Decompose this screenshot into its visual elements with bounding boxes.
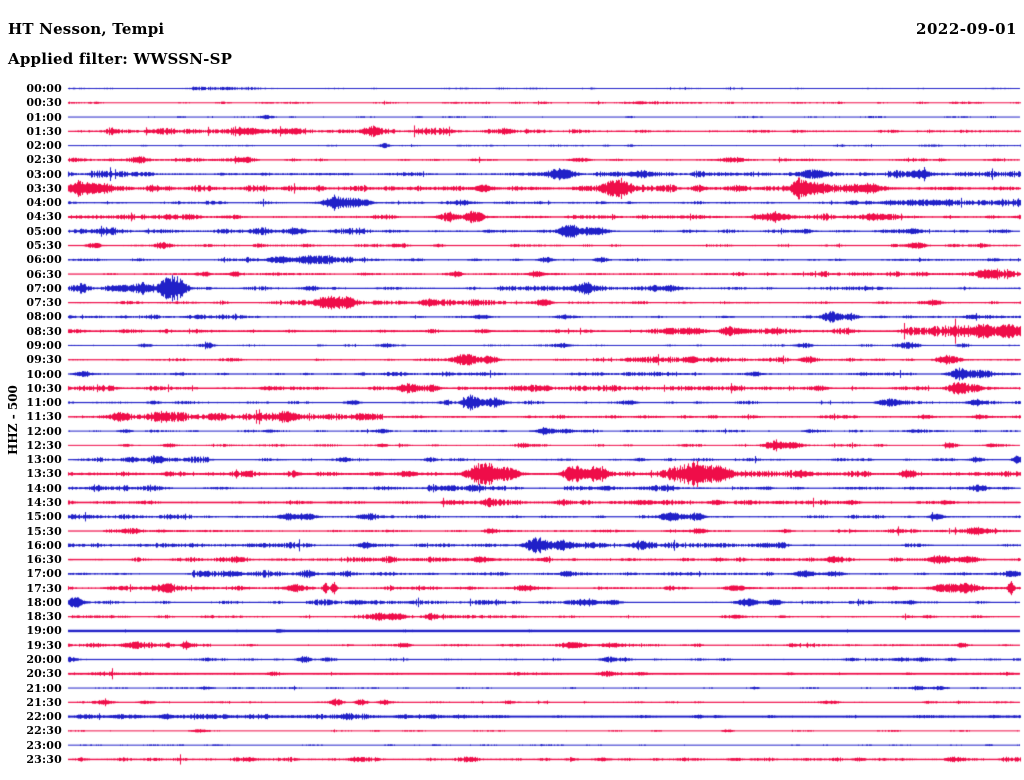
- time-label-1930: 19:30: [26, 638, 62, 652]
- time-label-0900: 09:00: [26, 338, 62, 352]
- time-label-1830: 18:30: [26, 610, 62, 624]
- time-label-2330: 23:30: [26, 752, 62, 766]
- time-label-1130: 11:30: [26, 410, 62, 424]
- time-label-0030: 00:30: [26, 96, 62, 110]
- time-label-1030: 10:30: [26, 381, 62, 395]
- time-label-2130: 21:30: [26, 695, 62, 709]
- time-label-0300: 03:00: [26, 167, 62, 181]
- time-label-0230: 02:30: [26, 153, 62, 167]
- time-label-0730: 07:30: [26, 296, 62, 310]
- time-label-1200: 12:00: [26, 424, 62, 438]
- time-label-1530: 15:30: [26, 524, 62, 538]
- time-label-1330: 13:30: [26, 467, 62, 481]
- date-label: 2022-09-01: [916, 20, 1017, 38]
- time-label-0630: 06:30: [26, 267, 62, 281]
- time-label-1400: 14:00: [26, 481, 62, 495]
- station-title: HT Nesson, Tempi: [8, 20, 165, 38]
- time-label-0200: 02:00: [26, 139, 62, 153]
- time-label-0700: 07:00: [26, 281, 62, 295]
- time-label-2100: 21:00: [26, 681, 62, 695]
- time-label-0430: 04:30: [26, 210, 62, 224]
- time-label-0000: 00:00: [26, 82, 62, 95]
- time-label-0930: 09:30: [26, 353, 62, 367]
- time-label-2000: 20:00: [26, 653, 62, 666]
- time-label-1300: 13:00: [26, 453, 62, 467]
- time-label-1100: 11:00: [26, 396, 62, 410]
- time-label-0600: 06:00: [26, 253, 62, 267]
- time-label-2200: 22:00: [26, 710, 62, 724]
- time-label-1900: 19:00: [26, 624, 62, 638]
- time-label-0800: 08:00: [26, 310, 62, 324]
- time-label-0530: 05:30: [26, 239, 62, 253]
- time-label-1630: 16:30: [26, 553, 62, 567]
- time-label-1430: 14:30: [26, 495, 62, 509]
- time-label-0400: 04:00: [26, 196, 62, 210]
- time-label-0330: 03:30: [26, 181, 62, 195]
- time-label-1800: 18:00: [26, 595, 62, 609]
- time-label-1700: 17:00: [26, 567, 62, 581]
- time-label-1600: 16:00: [26, 538, 62, 552]
- time-label-1000: 10:00: [26, 367, 62, 381]
- time-label-2230: 22:30: [26, 724, 62, 738]
- time-label-0130: 01:30: [26, 124, 62, 138]
- time-label-1230: 12:30: [26, 438, 62, 452]
- time-label-0500: 05:00: [26, 224, 62, 238]
- time-label-1730: 17:30: [26, 581, 62, 595]
- time-label-2030: 20:30: [26, 667, 62, 681]
- time-label-0100: 01:00: [26, 110, 62, 124]
- time-label-0830: 08:30: [26, 324, 62, 338]
- time-label-1500: 15:00: [26, 510, 62, 524]
- time-label-2300: 23:00: [26, 738, 62, 752]
- applied-filter-label: Applied filter: WWSSN-SP: [8, 50, 233, 68]
